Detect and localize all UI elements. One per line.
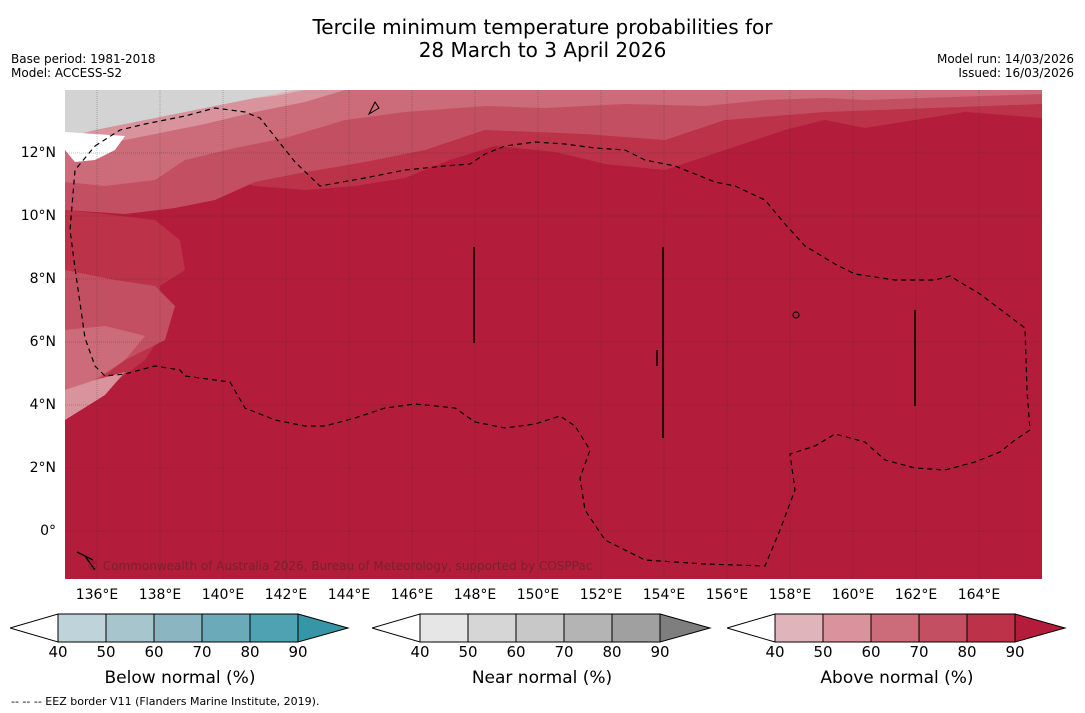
lon-label-154e: 154°E — [642, 587, 686, 603]
tick-40: 40 — [48, 643, 68, 661]
tick-70: 70 — [554, 643, 574, 661]
meta-right: Model run: 14/03/2026 Issued: 16/03/2026 — [937, 52, 1074, 80]
cb-below-seg-3 — [153, 613, 203, 643]
lon-label-138e: 138°E — [138, 587, 182, 603]
eez-footnote: -- -- -- EEZ border V11 (Flanders Marine… — [11, 695, 320, 708]
lon-label-164e: 164°E — [957, 587, 1001, 603]
tick-90: 90 — [1005, 643, 1025, 661]
lon-label-152e: 152°E — [579, 587, 623, 603]
copyright-text: © Commonwealth of Australia 2026, Bureau… — [87, 559, 592, 573]
cb-above-seg-3 — [870, 613, 920, 643]
colorbar-above-title: Above normal (%) — [820, 668, 974, 688]
lat-label-6n: 6°N — [29, 334, 56, 350]
cb-below-low — [10, 613, 59, 643]
issued-date: Issued: 16/03/2026 — [958, 66, 1074, 80]
lon-label-136e: 136°E — [75, 587, 119, 603]
cb-near-seg-1 — [419, 613, 469, 643]
lat-label-0: 0° — [40, 523, 56, 539]
tick-50: 50 — [96, 643, 116, 661]
tick-60: 60 — [861, 643, 881, 661]
colorbar-above-ticks: 40 50 60 70 80 90 — [727, 643, 1067, 663]
colorbar-near — [372, 613, 712, 643]
cb-above-high — [1014, 613, 1067, 643]
island-markers — [76, 247, 916, 571]
model-name: Model: ACCESS-S2 — [11, 66, 123, 80]
cb-near-seg-4 — [563, 613, 613, 643]
lon-label-162e: 162°E — [894, 587, 938, 603]
cb-above-low — [727, 613, 776, 643]
lon-label-146e: 146°E — [390, 587, 434, 603]
lat-label-4n: 4°N — [29, 397, 56, 413]
lon-label-148e: 148°E — [453, 587, 497, 603]
lat-label-12n: 12°N — [20, 145, 56, 161]
lon-label-144e: 144°E — [327, 587, 371, 603]
cb-near-seg-5 — [611, 613, 661, 643]
lon-label-156e: 156°E — [705, 587, 749, 603]
tick-40: 40 — [765, 643, 785, 661]
tick-60: 60 — [506, 643, 526, 661]
colorbar-below-ticks: 40 50 60 70 80 90 — [10, 643, 350, 663]
tick-70: 70 — [192, 643, 212, 661]
tick-40: 40 — [410, 643, 430, 661]
cb-below-seg-1 — [57, 613, 107, 643]
cb-above-seg-1 — [774, 613, 824, 643]
colorbar-near-title: Near normal (%) — [471, 668, 613, 688]
cb-near-low — [372, 613, 421, 643]
colorbar-near-ticks: 40 50 60 70 80 90 — [372, 643, 712, 663]
cb-below-seg-2 — [105, 613, 155, 643]
land-area — [65, 90, 295, 138]
region-a60 — [65, 90, 1042, 186]
island-outline — [367, 101, 380, 116]
cb-below-seg-4 — [201, 613, 251, 643]
tick-80: 80 — [957, 643, 977, 661]
cb-near-seg-3 — [515, 613, 565, 643]
title-line-1: Tercile minimum temperature probabilitie… — [312, 15, 773, 39]
tick-70: 70 — [909, 643, 929, 661]
cb-above-seg-4 — [918, 613, 968, 643]
lat-label-8n: 8°N — [29, 271, 56, 287]
eez-border — [69, 107, 1031, 567]
cb-below-seg-5 — [249, 613, 299, 643]
grid-lines — [65, 90, 1042, 579]
tick-80: 80 — [602, 643, 622, 661]
cb-above-seg-2 — [822, 613, 872, 643]
lon-label-150e: 150°E — [516, 587, 560, 603]
cb-above-seg-5 — [966, 613, 1016, 643]
base-period: Base period: 1981-2018 — [11, 52, 156, 66]
land-snow — [65, 132, 125, 162]
lon-label-142e: 142°E — [264, 587, 308, 603]
colorbar-below-title: Below normal (%) — [104, 668, 256, 688]
tick-50: 50 — [458, 643, 478, 661]
tick-60: 60 — [144, 643, 164, 661]
lon-label-158e: 158°E — [768, 587, 812, 603]
cb-near-high — [659, 613, 712, 643]
tick-90: 90 — [288, 643, 308, 661]
lon-label-140e: 140°E — [201, 587, 245, 603]
tick-50: 50 — [813, 643, 833, 661]
map-title: Tercile minimum temperature probabilitie… — [0, 16, 1085, 62]
tick-90: 90 — [650, 643, 670, 661]
colorbar-above — [727, 613, 1067, 643]
probability-map: © Commonwealth of Australia 2026, Bureau… — [65, 90, 1042, 579]
title-line-2: 28 March to 3 April 2026 — [418, 38, 667, 62]
region-a50-west — [65, 372, 125, 420]
model-run: Model run: 14/03/2026 — [936, 52, 1074, 66]
island-circle — [792, 311, 800, 319]
colorbar-below — [10, 613, 350, 643]
lon-label-160e: 160°E — [831, 587, 875, 603]
cb-near-seg-2 — [467, 613, 517, 643]
lat-label-2n: 2°N — [29, 460, 56, 476]
meta-left: Base period: 1981-2018 Model: ACCESS-S2 — [11, 52, 156, 80]
tick-80: 80 — [240, 643, 260, 661]
lat-label-10n: 10°N — [20, 208, 56, 224]
cb-below-high — [297, 613, 350, 643]
